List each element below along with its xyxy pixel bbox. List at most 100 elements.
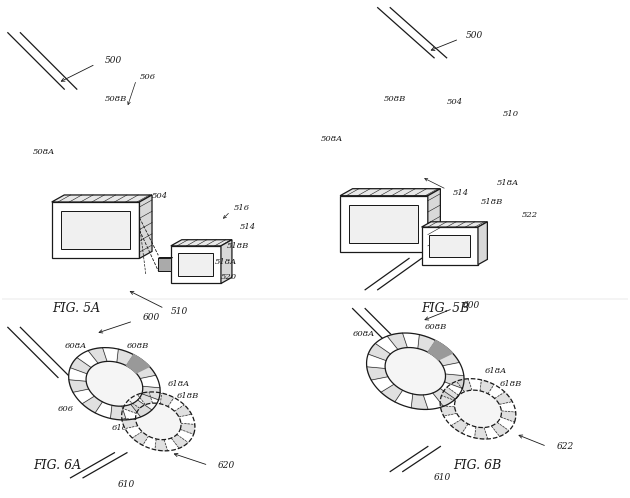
Text: 610: 610 — [434, 473, 451, 482]
Text: 614: 614 — [150, 417, 166, 425]
Ellipse shape — [367, 333, 464, 409]
Polygon shape — [340, 189, 440, 196]
Text: 508A: 508A — [33, 148, 55, 156]
Polygon shape — [368, 344, 391, 361]
Text: 518A: 518A — [215, 257, 237, 265]
Text: 600: 600 — [462, 301, 479, 310]
Polygon shape — [411, 394, 428, 409]
Text: 618B: 618B — [500, 380, 522, 388]
Text: 522: 522 — [522, 211, 538, 219]
Polygon shape — [381, 384, 403, 402]
Text: 608B: 608B — [127, 342, 149, 350]
Text: 600: 600 — [142, 313, 160, 322]
Polygon shape — [501, 411, 516, 422]
Polygon shape — [142, 386, 160, 400]
Text: 604: 604 — [404, 367, 420, 375]
Text: 500: 500 — [466, 31, 483, 40]
Polygon shape — [437, 350, 459, 366]
Polygon shape — [69, 380, 89, 392]
Polygon shape — [480, 380, 494, 394]
Text: 516: 516 — [234, 204, 249, 212]
Text: 610: 610 — [118, 480, 135, 489]
Polygon shape — [350, 205, 418, 243]
Text: 614: 614 — [470, 405, 486, 413]
Polygon shape — [340, 196, 428, 252]
Polygon shape — [155, 439, 168, 451]
Text: 620: 620 — [218, 461, 235, 470]
Text: 508B: 508B — [384, 95, 406, 103]
Text: 622: 622 — [556, 442, 573, 451]
Ellipse shape — [385, 348, 445, 395]
Ellipse shape — [69, 348, 160, 420]
Text: 520: 520 — [221, 273, 237, 281]
Polygon shape — [137, 392, 152, 405]
Polygon shape — [456, 379, 472, 392]
Text: 518B: 518B — [481, 198, 503, 206]
Text: 608A: 608A — [353, 330, 375, 338]
Polygon shape — [421, 222, 488, 227]
Polygon shape — [491, 422, 509, 436]
Text: 618A: 618A — [484, 367, 507, 375]
Ellipse shape — [135, 403, 181, 440]
Text: 608B: 608B — [425, 323, 447, 331]
Text: 508B: 508B — [105, 95, 127, 103]
Ellipse shape — [454, 390, 501, 428]
Polygon shape — [52, 195, 152, 202]
Polygon shape — [428, 341, 452, 360]
Polygon shape — [178, 253, 214, 276]
Text: 508A: 508A — [321, 135, 343, 143]
Text: 518A: 518A — [497, 179, 519, 187]
Polygon shape — [495, 392, 512, 404]
Text: FIG. 5A: FIG. 5A — [52, 302, 100, 315]
Polygon shape — [367, 367, 388, 380]
Polygon shape — [158, 257, 173, 258]
Polygon shape — [171, 434, 188, 448]
Polygon shape — [429, 235, 471, 257]
Text: 514: 514 — [453, 189, 469, 197]
Polygon shape — [421, 227, 478, 264]
Polygon shape — [158, 258, 171, 271]
Text: 608A: 608A — [64, 342, 86, 350]
Polygon shape — [442, 387, 459, 400]
Polygon shape — [387, 333, 408, 350]
Polygon shape — [123, 400, 140, 413]
Polygon shape — [478, 222, 488, 264]
Polygon shape — [88, 348, 107, 363]
Text: FIG. 6B: FIG. 6B — [453, 459, 501, 472]
Polygon shape — [180, 423, 195, 434]
Polygon shape — [82, 396, 103, 413]
Text: 618A: 618A — [168, 380, 190, 388]
Text: 604: 604 — [103, 380, 119, 388]
Text: 618B: 618B — [177, 392, 199, 400]
Polygon shape — [139, 195, 152, 258]
Polygon shape — [451, 419, 468, 433]
Text: 606: 606 — [58, 405, 74, 413]
Polygon shape — [418, 335, 436, 352]
Polygon shape — [110, 405, 126, 420]
Text: 518B: 518B — [227, 242, 249, 250]
Polygon shape — [132, 432, 149, 445]
Polygon shape — [171, 246, 221, 283]
Text: 514: 514 — [240, 223, 256, 231]
Ellipse shape — [122, 392, 195, 451]
Ellipse shape — [440, 378, 516, 439]
Polygon shape — [161, 393, 174, 406]
Polygon shape — [428, 189, 440, 252]
Polygon shape — [122, 418, 137, 429]
Polygon shape — [127, 355, 149, 373]
Text: 616: 616 — [112, 424, 127, 432]
Polygon shape — [221, 240, 232, 283]
Polygon shape — [440, 406, 457, 416]
Text: 504: 504 — [152, 192, 168, 200]
Text: 500: 500 — [105, 56, 122, 65]
Polygon shape — [70, 358, 91, 374]
Polygon shape — [474, 427, 488, 439]
Text: 504: 504 — [447, 98, 463, 106]
Text: 510: 510 — [503, 110, 519, 118]
Polygon shape — [52, 202, 139, 258]
Polygon shape — [433, 388, 455, 406]
Polygon shape — [117, 349, 134, 366]
Polygon shape — [445, 374, 464, 388]
Polygon shape — [134, 364, 156, 378]
Text: FIG. 5B: FIG. 5B — [421, 302, 470, 315]
